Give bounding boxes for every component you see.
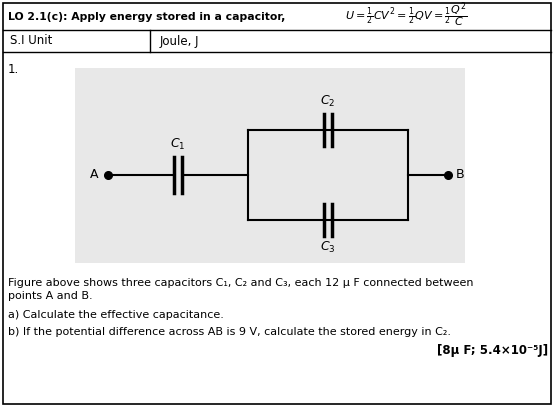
Text: Joule, J: Joule, J — [160, 35, 199, 48]
Text: S.I Unit: S.I Unit — [10, 35, 53, 48]
Text: [8μ F; 5.4×10⁻⁵J]: [8μ F; 5.4×10⁻⁵J] — [437, 344, 548, 357]
Text: A: A — [90, 168, 98, 182]
Bar — [75, 68, 465, 263]
Text: 1.: 1. — [8, 63, 19, 76]
Text: points A and B.: points A and B. — [8, 291, 93, 301]
Text: LO 2.1(c): Apply energy stored in a capacitor,: LO 2.1(c): Apply energy stored in a capa… — [8, 12, 285, 22]
Text: $U = \frac{1}{2}CV^2 = \frac{1}{2}QV = \frac{1}{2}\dfrac{Q^2}{C}$: $U = \frac{1}{2}CV^2 = \frac{1}{2}QV = \… — [345, 0, 468, 30]
Text: $C_3$: $C_3$ — [320, 240, 336, 255]
Text: b) If the potential difference across AB is 9 V, calculate the stored energy in : b) If the potential difference across AB… — [8, 327, 451, 337]
Text: B: B — [456, 168, 465, 182]
Text: $C_1$: $C_1$ — [170, 137, 186, 152]
Text: Figure above shows three capacitors C₁, C₂ and C₃, each 12 μ F connected between: Figure above shows three capacitors C₁, … — [8, 278, 474, 288]
Text: $C_2$: $C_2$ — [320, 94, 336, 109]
Text: a) Calculate the effective capacitance.: a) Calculate the effective capacitance. — [8, 310, 224, 320]
